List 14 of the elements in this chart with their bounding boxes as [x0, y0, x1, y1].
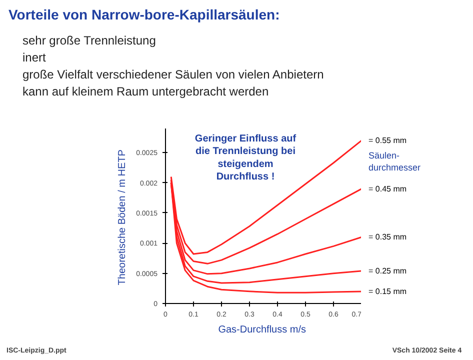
series-label: = 0.25 mm: [368, 266, 407, 276]
series-label: = 0.45 mm: [368, 184, 407, 194]
series-label: = 0.15 mm: [368, 286, 407, 296]
x-axis-title: Gas-Durchfluss m/s: [218, 324, 306, 336]
series-label: = 0.35 mm: [368, 232, 407, 242]
chart-title: Vorteile von Narrow-bore-Kapillarsäulen:: [8, 6, 280, 22]
y-axis-title: Theoretische Böden / m HETP: [117, 149, 128, 286]
text: große Vielfalt verschiedener Säulen von vielen Anbietern: [22, 68, 324, 82]
legend-title: Säulen-durchmesser: [368, 150, 421, 172]
annotation: Geringer Einfluss auf die Trennleistung bei steigendem Durchfluss !: [194, 134, 297, 182]
text: inert: [22, 50, 47, 64]
text: sehr große Trennleistung: [22, 34, 156, 48]
text: kann auf kleinem Raum untergebracht werden: [22, 84, 269, 98]
series-label: = 0.55 mm: [368, 136, 407, 146]
